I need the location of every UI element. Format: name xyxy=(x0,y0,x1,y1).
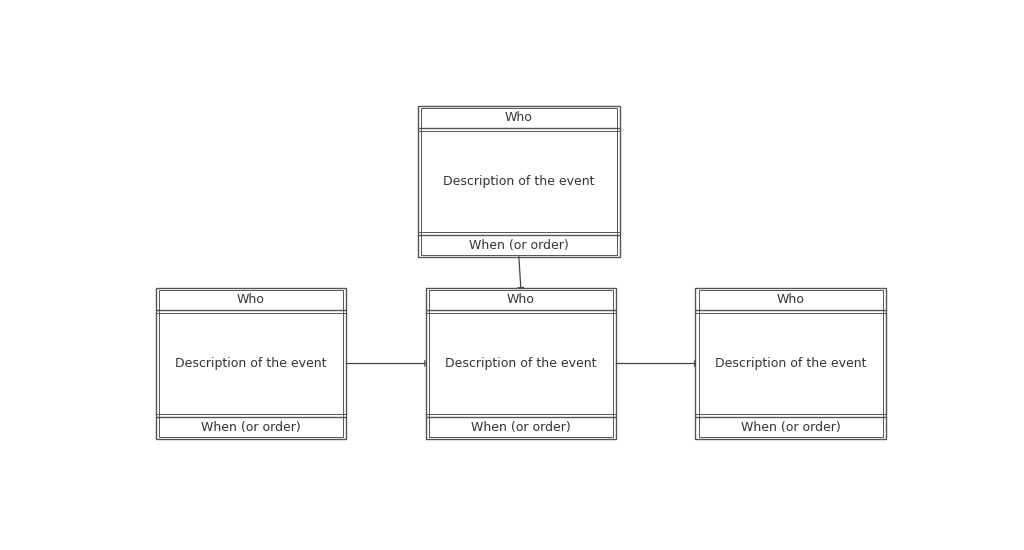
Bar xyxy=(698,290,883,437)
Text: Who: Who xyxy=(238,293,265,306)
Text: When (or order): When (or order) xyxy=(471,421,570,434)
Text: Description of the event: Description of the event xyxy=(443,175,595,188)
Text: Who: Who xyxy=(507,293,535,306)
Text: Description of the event: Description of the event xyxy=(175,357,327,370)
Text: When (or order): When (or order) xyxy=(469,239,568,252)
Text: Description of the event: Description of the event xyxy=(715,357,866,370)
Bar xyxy=(695,288,886,439)
Text: Who: Who xyxy=(777,293,805,306)
Bar xyxy=(418,106,621,256)
Bar xyxy=(426,288,616,439)
Text: When (or order): When (or order) xyxy=(201,421,301,434)
Text: Who: Who xyxy=(505,111,532,124)
Text: When (or order): When (or order) xyxy=(740,421,841,434)
Bar xyxy=(429,290,613,437)
Bar xyxy=(159,290,343,437)
Bar xyxy=(421,108,616,255)
Text: Description of the event: Description of the event xyxy=(445,357,597,370)
Bar xyxy=(156,288,346,439)
